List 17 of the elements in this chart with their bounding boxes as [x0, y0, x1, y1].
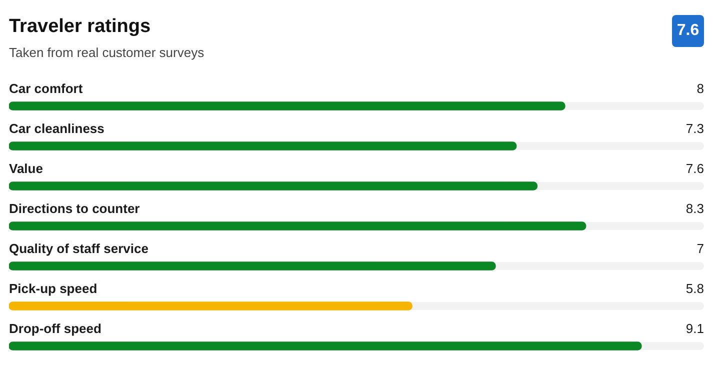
data-label: 8.3 [686, 201, 704, 216]
text: 7.6 [672, 15, 704, 47]
data-label: 7.6 [686, 161, 704, 176]
data-label: 7.3 [686, 121, 704, 136]
y-tick-label: Car cleanliness [9, 121, 104, 136]
data-label: 5.8 [686, 281, 704, 296]
data-label: 7 [696, 241, 704, 256]
chart-subtitle: Taken from real customer surveys [9, 45, 204, 60]
y-tick-label: Quality of staff service [9, 241, 148, 256]
y-tick-label: Pick-up speed [9, 281, 98, 296]
chart-title: Traveler ratings [9, 16, 151, 38]
y-tick-label: Car comfort [9, 81, 84, 96]
y-tick-label: Drop-off speed [9, 321, 102, 336]
data-label: 8 [696, 81, 704, 96]
y-tick-label: Directions to counter [9, 201, 140, 216]
y-tick-label: Value [9, 161, 43, 176]
data-label: 9.1 [686, 321, 704, 336]
